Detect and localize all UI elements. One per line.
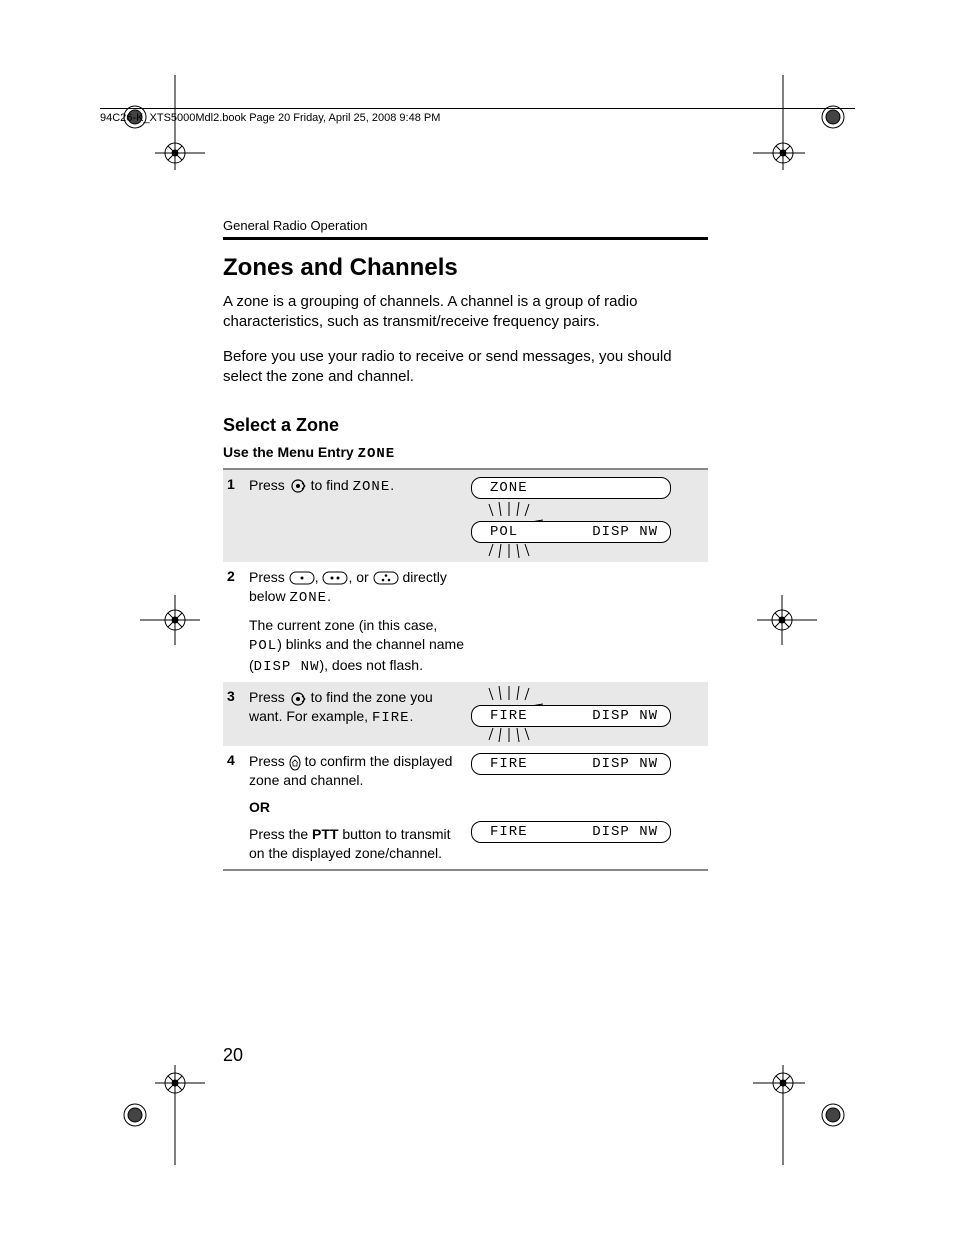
intro-paragraph-2: Before you use your radio to receive or …: [223, 347, 693, 388]
intro-paragraph-1: A zone is a grouping of channels. A chan…: [223, 292, 693, 333]
page-number: 20: [223, 1045, 243, 1066]
nav-right-icon: [289, 692, 307, 706]
step-num: 2: [223, 562, 249, 590]
subsub-prefix: Use the Menu Entry: [223, 444, 358, 460]
crop-mark-br: [745, 1055, 855, 1165]
lcd-right: DISP NW: [592, 524, 658, 540]
crop-mark-mr: [757, 590, 817, 650]
crop-mark-tr: [745, 75, 855, 185]
lcd-left: FIRE: [490, 756, 528, 772]
home-icon: [289, 755, 301, 771]
section-header: General Radio Operation: [223, 218, 723, 233]
lcd-right: DISP NW: [592, 824, 658, 840]
lcd-right: DISP NW: [592, 756, 658, 772]
step-diagram: FIRE DISP NW: [471, 682, 708, 746]
step-text: Press to find the zone you want. For exa…: [249, 682, 471, 734]
crop-mark-bl: [115, 1055, 205, 1165]
softkey-3-icon: [373, 571, 399, 585]
lcd-display: FIRE DISP NW: [471, 705, 671, 727]
step-row-2: 2 Press , , or directly below ZONE. The …: [223, 562, 708, 682]
step-text: Press to confirm the displayed zone and …: [249, 746, 471, 868]
step-row-3: 3 Press to find the zone you want. For e…: [223, 682, 708, 746]
step-num: 4: [223, 746, 249, 774]
lcd-left: FIRE: [490, 824, 528, 840]
step-num: 1: [223, 470, 249, 498]
step-num: 3: [223, 682, 249, 710]
sub-subheading: Use the Menu Entry ZONE: [223, 444, 723, 462]
steps-table: 1 Press to find ZONE. ZONE: [223, 468, 708, 871]
step-text: Press , , or directly below ZONE. The cu…: [249, 562, 471, 682]
step-row-1: 1 Press to find ZONE. ZONE: [223, 470, 708, 562]
nav-right-icon: [289, 479, 307, 493]
step-text: Press to find ZONE.: [249, 470, 471, 503]
header-book-info: 94C26-K_XTS5000Mdl2.book Page 20 Friday,…: [100, 112, 440, 124]
step-diagram: FIRE DISP NW FIRE DISP NW: [471, 746, 708, 850]
softkey-2-icon: [322, 571, 348, 585]
step-diagram: ZONE: [471, 470, 708, 562]
or-label: OR: [249, 798, 465, 817]
subsub-mono: ZONE: [358, 446, 396, 462]
crop-mark-ml: [140, 590, 200, 650]
lcd-display: FIRE DISP NW: [471, 753, 671, 775]
lcd-left: ZONE: [490, 480, 528, 496]
crop-mark-tl: [115, 75, 205, 185]
page-title: Zones and Channels: [223, 254, 723, 282]
lcd-left: POL: [490, 524, 518, 540]
lcd-display: ZONE: [471, 477, 671, 499]
lcd-display: FIRE DISP NW: [471, 821, 671, 843]
section-rule: [223, 237, 708, 240]
subheading: Select a Zone: [223, 415, 723, 436]
lcd-left: FIRE: [490, 708, 528, 724]
softkey-1-icon: [289, 571, 315, 585]
step-diagram: [471, 562, 708, 570]
lcd-right: DISP NW: [592, 708, 658, 724]
lcd-display: POL DISP NW: [471, 521, 671, 543]
step-row-4: 4 Press to confirm the displayed zone an…: [223, 746, 708, 868]
header-rule: [100, 108, 855, 109]
